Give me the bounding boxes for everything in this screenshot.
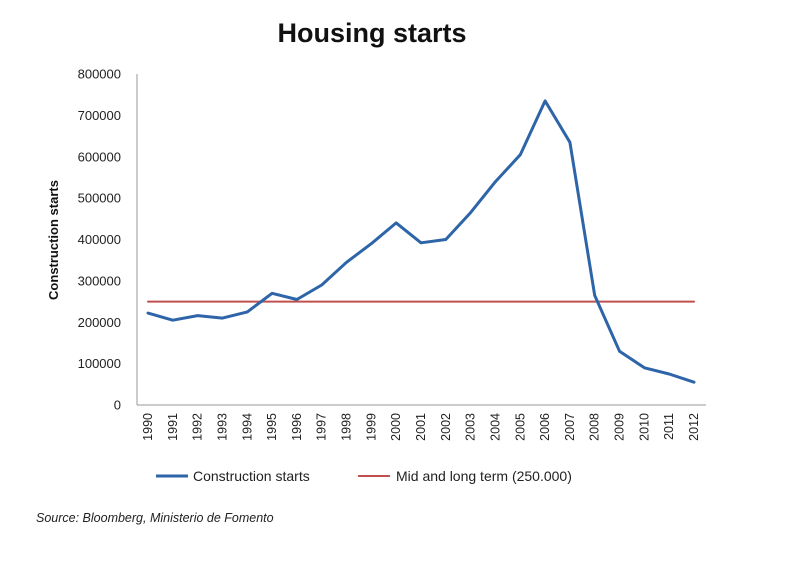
y-tick-label: 0 [114, 398, 121, 413]
x-tick-label: 1996 [290, 413, 304, 441]
legend: Construction starts Mid and long term (2… [156, 468, 572, 484]
y-tick-label: 500000 [78, 191, 121, 206]
x-tick-label: 2003 [464, 413, 478, 441]
x-tick-label: 2005 [513, 413, 527, 441]
y-tick-label: 400000 [78, 232, 121, 247]
y-tick-label: 100000 [78, 356, 121, 371]
chart-title: Housing starts [277, 18, 466, 48]
x-tick-label: 2001 [414, 413, 428, 441]
legend-label-mid-long-term: Mid and long term (250.000) [396, 468, 572, 484]
y-tick-label: 800000 [78, 67, 121, 82]
y-tick-label: 700000 [78, 108, 121, 123]
x-tick-label: 1990 [141, 413, 155, 441]
x-tick-label: 1995 [265, 413, 279, 441]
x-tick-label: 2011 [662, 413, 676, 440]
x-tick-label: 2000 [389, 413, 403, 441]
x-tick-label: 2009 [613, 413, 627, 441]
y-tick-labels: 0 100000 200000 300000 400000 500000 600000 700… [78, 67, 121, 413]
x-tick-label: 1997 [315, 413, 329, 441]
source-note: Source: Bloomberg, Ministerio de Fomento [36, 511, 274, 525]
x-tick-label: 2008 [588, 413, 602, 441]
x-tick-label: 2012 [687, 413, 701, 441]
x-tick-label: 1999 [364, 413, 378, 441]
y-axis-label: Construction starts [46, 180, 61, 300]
series-layer [146, 99, 696, 384]
x-tick-label: 2010 [637, 413, 651, 441]
y-tick-label: 200000 [78, 315, 121, 330]
x-tick-label: 2007 [563, 413, 577, 441]
y-tick-label: 600000 [78, 149, 121, 164]
x-tick-label: 1994 [240, 413, 254, 441]
x-tick-label: 2002 [439, 413, 453, 441]
x-tick-label: 2006 [538, 413, 552, 441]
y-tick-label: 300000 [78, 273, 121, 288]
x-tick-labels: 1990 1991 1992 1993 1994 1995 1996 1997 1998 1999… [141, 413, 701, 441]
x-tick-label: 1991 [166, 413, 180, 441]
x-tick-label: 2004 [488, 413, 502, 441]
x-tick-label: 1998 [340, 413, 354, 441]
series-line-construction-starts [146, 99, 696, 384]
x-tick-label: 1993 [215, 413, 229, 441]
x-tick-label: 1992 [191, 413, 205, 441]
legend-label-construction-starts: Construction starts [193, 468, 310, 484]
